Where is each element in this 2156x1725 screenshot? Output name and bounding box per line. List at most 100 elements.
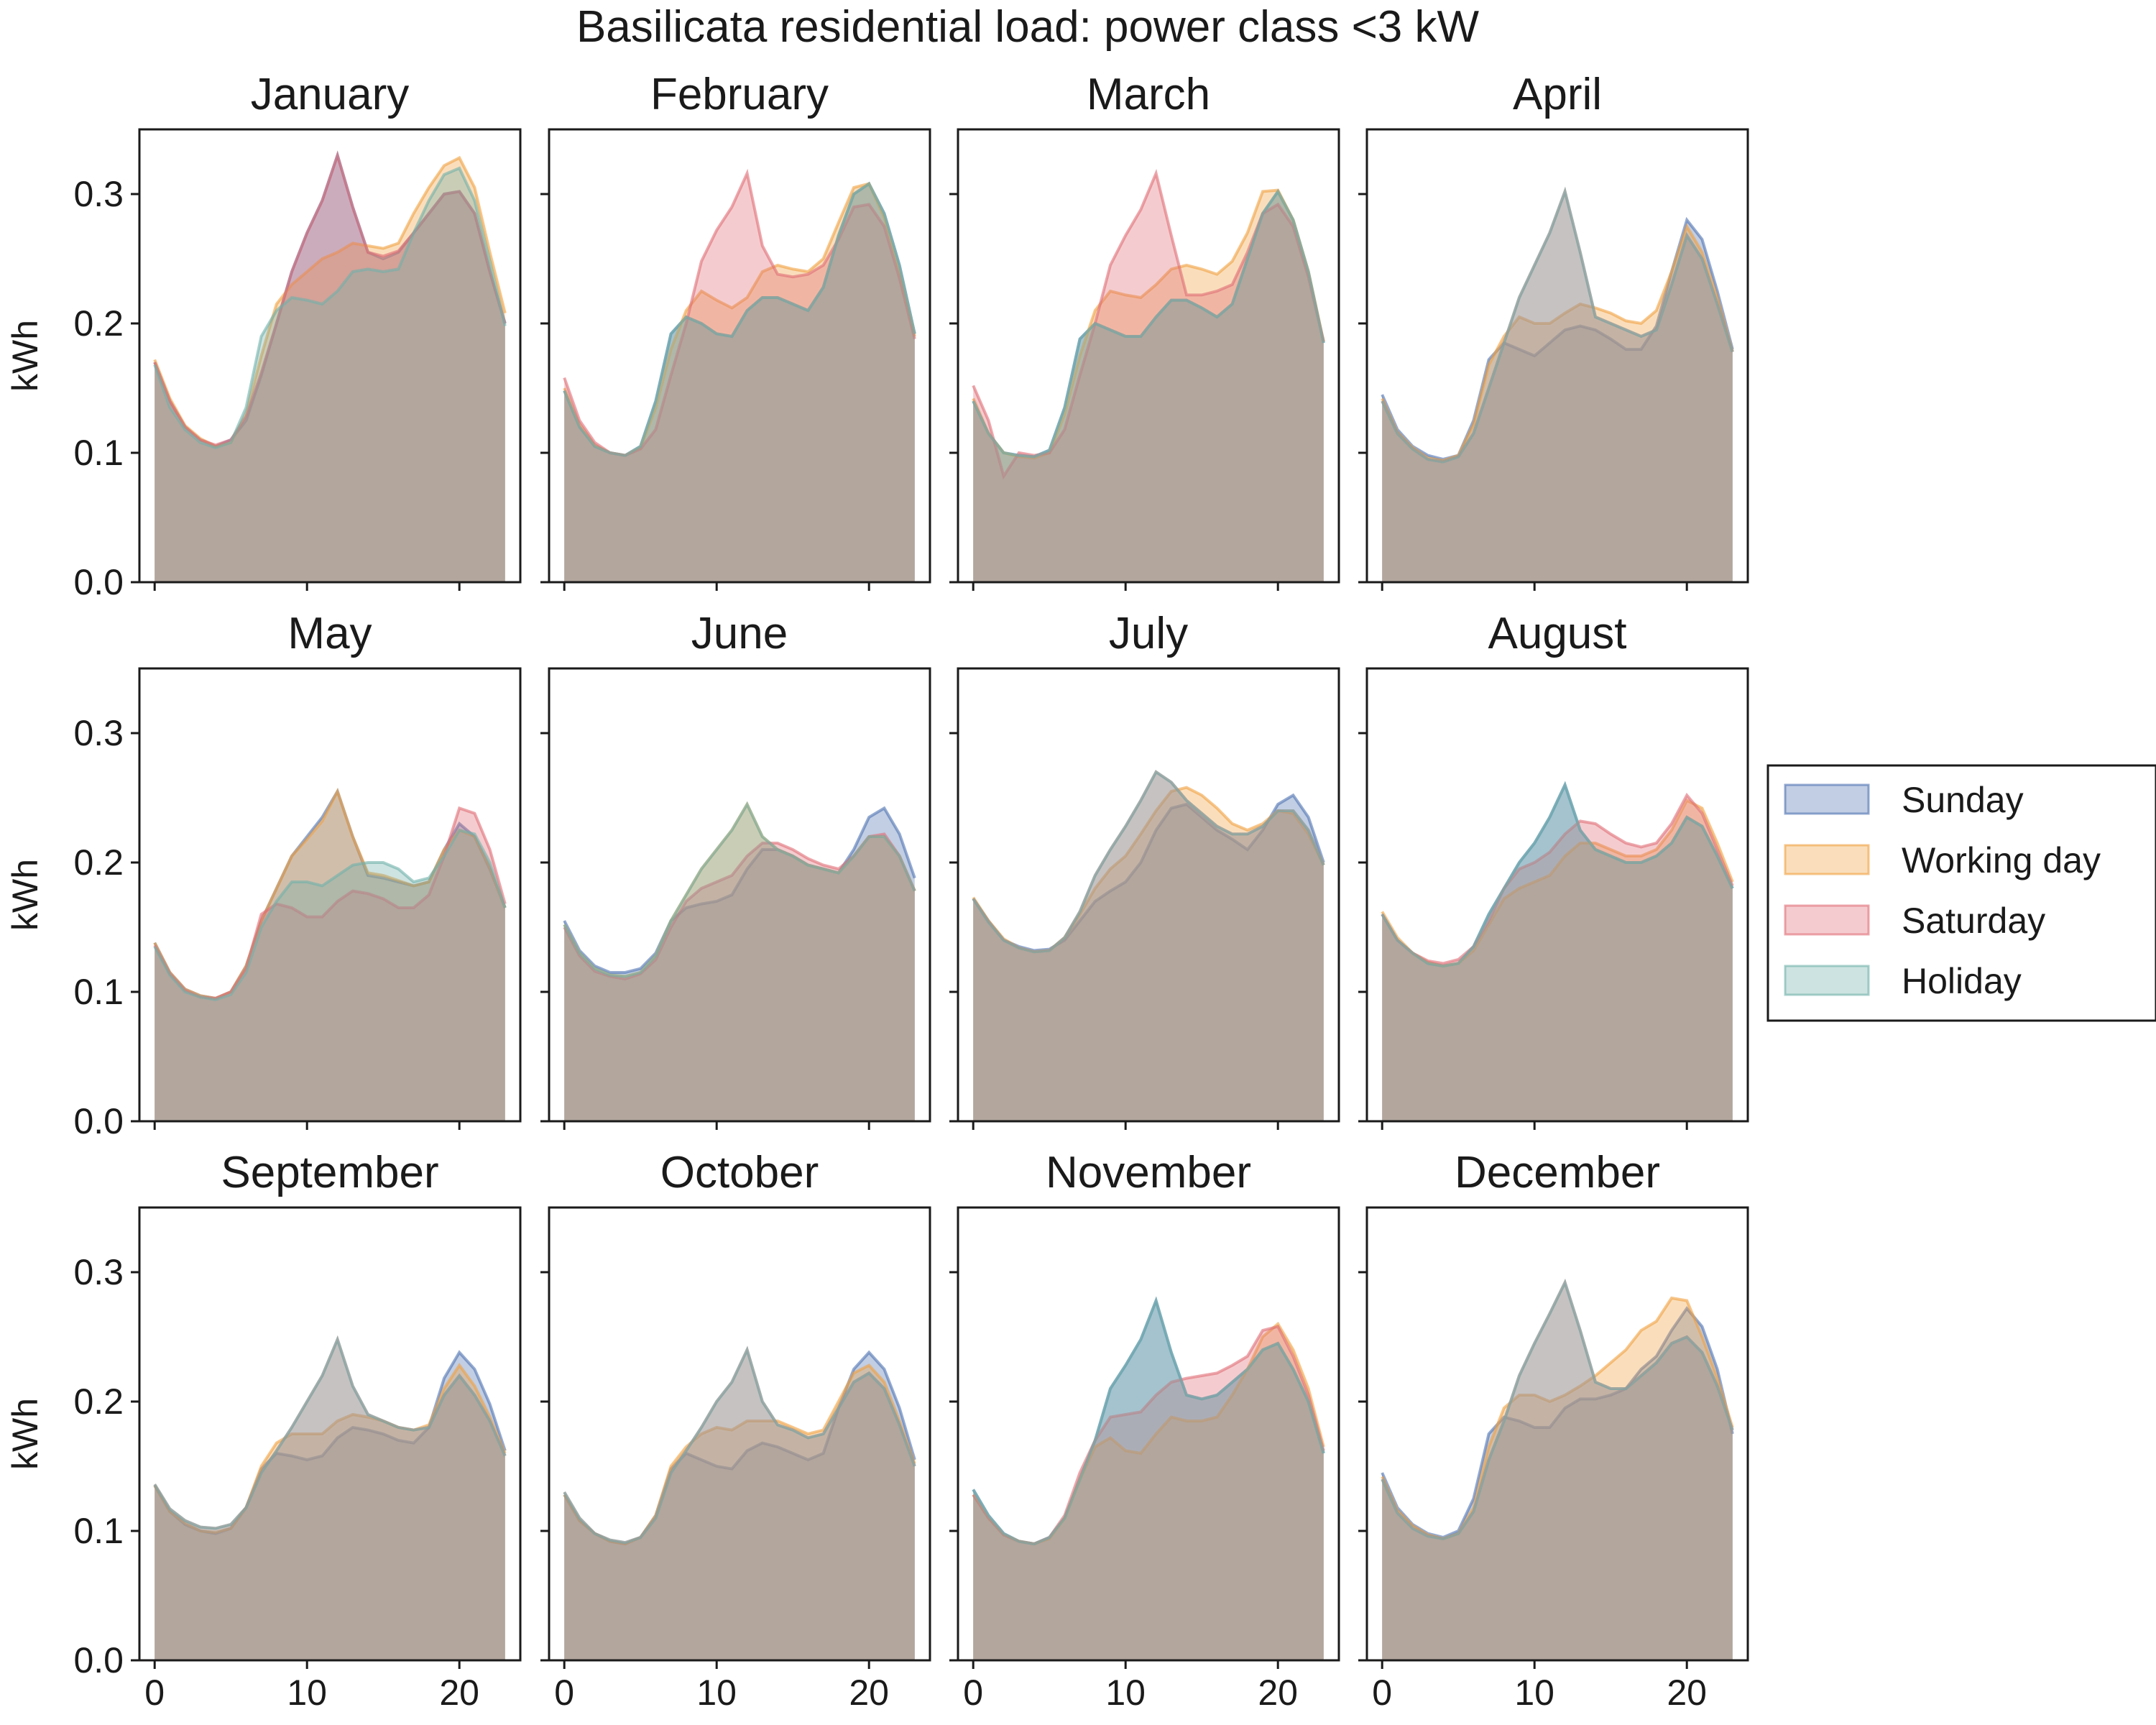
area-working-day [564, 1365, 915, 1660]
axes-frame [138, 1206, 522, 1662]
area-holiday [973, 191, 1324, 582]
y-axis-label: kWh [5, 1398, 45, 1470]
subplot-january: January 0.0 0.1 0.2 0.3 kWh [5, 70, 522, 602]
y-tick-label: 0.0 [73, 1101, 124, 1141]
x-tick-label: 10 [287, 1673, 327, 1713]
line-holiday [972, 770, 1325, 954]
series-areas [1381, 1279, 1734, 1660]
y-tick-label: 0.2 [73, 1381, 124, 1422]
line-holiday [563, 181, 916, 457]
area-saturday [1382, 1282, 1733, 1660]
series-areas [972, 770, 1325, 1121]
subplot-october: October 0 10 20 [540, 1148, 931, 1713]
area-saturday [973, 173, 1324, 582]
legend-item-sunday: Sunday [1784, 780, 2024, 820]
axes-frame [957, 128, 1340, 584]
area-holiday [1382, 191, 1733, 582]
area-holiday [973, 772, 1324, 1121]
area-saturday [973, 1326, 1324, 1660]
area-holiday [155, 168, 505, 582]
legend-swatch [1784, 904, 1870, 936]
subplot-title: January [251, 70, 410, 119]
x-tick-label: 10 [1105, 1673, 1146, 1713]
area-sunday [564, 808, 915, 1121]
subplot-title: October [660, 1148, 819, 1197]
line-saturday [153, 150, 507, 447]
legend-item-saturday: Saturday [1784, 901, 2045, 941]
y-tick-label: 0.1 [73, 433, 124, 473]
series-areas [972, 1296, 1325, 1660]
area-working-day [155, 1365, 505, 1660]
subplot-june: June [540, 609, 931, 1130]
subplot-september: September 0.0 0.1 0.2 0.3 0 10 20 kWh [5, 1148, 522, 1713]
line-holiday [972, 188, 1325, 459]
subplot-title: December [1455, 1148, 1660, 1197]
area-holiday [155, 1339, 505, 1660]
y-tick-label: 0.3 [73, 1252, 124, 1292]
subplot-title: June [691, 609, 788, 658]
area-saturday [973, 772, 1324, 1121]
subplot-march: March [949, 70, 1340, 591]
y-tick-label: 0.0 [73, 1640, 124, 1680]
legend-swatch [1784, 844, 1870, 875]
area-working-day [1382, 1298, 1733, 1660]
subplot-title: May [287, 609, 372, 658]
area-working-day [564, 804, 915, 1121]
subplot-title: November [1046, 1148, 1251, 1197]
axes-frame [1365, 1206, 1749, 1662]
area-saturday [155, 808, 505, 1121]
legend-label: Holiday [1902, 961, 2022, 1001]
area-sunday [1382, 220, 1733, 582]
legend-label: Working day [1902, 840, 2101, 880]
area-holiday [564, 804, 915, 1121]
area-sunday [1382, 785, 1733, 1121]
axes-frame [1365, 667, 1749, 1123]
subplot-april: April [1358, 70, 1749, 591]
legend-item-working-day: Working day [1784, 840, 2101, 880]
subplot-title: July [1109, 609, 1188, 658]
x-tick-label: 0 [1372, 1673, 1392, 1713]
area-sunday [564, 183, 915, 582]
area-sunday [973, 795, 1324, 1121]
x-tick-label: 0 [144, 1673, 165, 1713]
area-working-day [564, 183, 915, 582]
area-sunday [973, 191, 1324, 582]
line-holiday [563, 801, 916, 978]
area-saturday [155, 1339, 505, 1660]
area-sunday [564, 1352, 915, 1660]
area-holiday [155, 830, 505, 1121]
area-working-day [155, 791, 505, 1121]
area-working-day [973, 190, 1324, 582]
x-tick-label: 20 [1258, 1673, 1298, 1713]
line-holiday [1381, 781, 1734, 968]
area-saturday [1382, 191, 1733, 582]
subplot-title: April [1513, 70, 1602, 119]
area-sunday [155, 1352, 505, 1660]
subplot-december: December 0 10 20 [1358, 1148, 1749, 1713]
subplot-title: March [1087, 70, 1210, 119]
subplot-title: February [650, 70, 829, 119]
y-axis-label: kWh [5, 320, 45, 392]
axes-frame [957, 1206, 1340, 1662]
area-working-day [973, 1324, 1324, 1660]
subplot-title: August [1488, 609, 1626, 658]
axes-frame [548, 1206, 931, 1662]
area-holiday [1382, 1282, 1733, 1660]
area-holiday [973, 1300, 1324, 1660]
area-holiday [564, 183, 915, 582]
series-areas [153, 1335, 507, 1660]
y-tick-label: 0.3 [73, 174, 124, 214]
legend-swatch [1784, 783, 1870, 815]
line-holiday [153, 1335, 507, 1530]
y-tick-label: 0.1 [73, 1511, 124, 1551]
x-tick-label: 20 [439, 1673, 479, 1713]
series-areas [1381, 781, 1734, 1121]
area-working-day [1382, 226, 1733, 582]
x-tick-label: 20 [849, 1673, 889, 1713]
x-tick-label: 20 [1667, 1673, 1707, 1713]
line-holiday [1381, 186, 1734, 464]
axes-frame [548, 128, 931, 584]
area-saturday [155, 155, 505, 582]
y-axis-label: kWh [5, 859, 45, 931]
subplot-february: February [540, 70, 931, 591]
